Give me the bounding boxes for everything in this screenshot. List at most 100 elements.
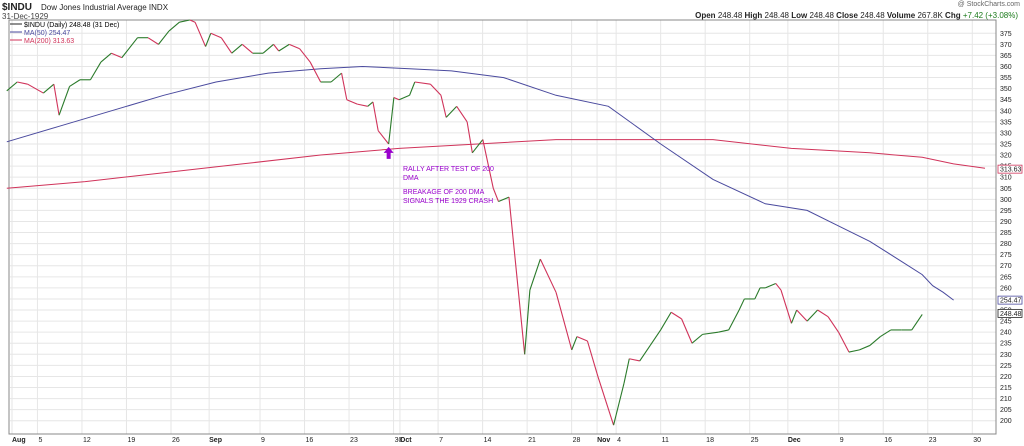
close-label: Close	[836, 11, 858, 20]
brand-watermark: @ StockCharts.com	[957, 1, 1020, 8]
y-tick-label: 275	[1000, 252, 1012, 259]
chg-value: +7.42 (+3.08%)	[962, 11, 1018, 20]
volume-value: 267.8K	[917, 11, 943, 20]
close-value: 248.48	[860, 11, 885, 20]
price-segment	[210, 32, 222, 39]
price-segment	[660, 311, 672, 331]
price-segment	[718, 329, 729, 333]
value-marker-box	[997, 164, 1023, 174]
y-tick-label: 310	[1000, 175, 1012, 182]
price-segment	[681, 318, 693, 344]
ticker-symbol: $INDU	[2, 2, 33, 13]
x-tick-label: 7	[439, 437, 443, 444]
price-segment	[53, 84, 60, 116]
price-segment	[158, 30, 170, 45]
price-segment	[440, 95, 447, 118]
price-segment	[377, 130, 390, 145]
high-label: High	[744, 11, 763, 20]
y-tick-label: 365	[1000, 53, 1012, 60]
price-segment	[466, 121, 473, 153]
price-segment	[869, 336, 881, 346]
x-tick-label: 30	[395, 437, 403, 444]
price-segment	[586, 340, 599, 377]
annotations: RALLY AFTER TEST OF 200 DMA BREAKAGE OF …	[383, 146, 494, 205]
y-tick-label: 320	[1000, 153, 1012, 160]
price-segment	[357, 103, 368, 107]
y-tick-label: 290	[1000, 219, 1012, 226]
value-marker-label: 254.47	[1000, 298, 1022, 305]
ma50-line	[6, 65, 954, 301]
price-segment	[194, 21, 207, 47]
x-tick-label: Oct	[400, 437, 412, 444]
y-tick-label: 245	[1000, 319, 1012, 326]
x-tick-label: 21	[528, 437, 536, 444]
price-segment	[848, 349, 860, 353]
price-segment	[121, 37, 138, 58]
price-segment	[262, 43, 274, 54]
x-tick-label: 16	[306, 437, 314, 444]
price-segment	[414, 81, 431, 85]
price-segment	[456, 106, 468, 123]
price-segment	[471, 139, 484, 154]
ticker-description: Dow Jones Industrial Average INDX	[41, 3, 169, 12]
x-tick-label: 18	[706, 437, 714, 444]
price-segment	[309, 61, 322, 83]
y-tick-label: 230	[1000, 352, 1012, 359]
price-segment	[17, 81, 28, 85]
x-tick-label: Sep	[209, 437, 222, 444]
y-tick-label: 225	[1000, 363, 1012, 370]
price-segment	[168, 21, 180, 32]
price-segment	[498, 196, 510, 203]
price-segment	[597, 376, 615, 426]
volume-label: Volume	[886, 11, 916, 20]
price-segment	[241, 43, 253, 54]
y-tick-label: 200	[1000, 418, 1012, 425]
price-segment	[398, 94, 410, 101]
y-tick-label: 280	[1000, 241, 1012, 248]
price-segment	[43, 83, 55, 94]
price-segment	[393, 96, 400, 101]
price-segment	[649, 329, 662, 346]
price-segment	[445, 105, 458, 118]
price-segment	[100, 52, 112, 63]
x-tick-label: 9	[840, 437, 844, 444]
x-tick-label: 9	[261, 437, 265, 444]
price-segment	[827, 316, 839, 333]
y-tick-label: 265	[1000, 274, 1012, 281]
x-tick-label: Nov	[597, 437, 610, 444]
price-segment	[880, 329, 892, 338]
plot-frame	[8, 19, 997, 435]
y-tick-label: 240	[1000, 330, 1012, 337]
price-segment	[508, 197, 526, 355]
annotation-breakage-line1: BREAKAGE OF 200 DMA	[403, 189, 485, 196]
y-tick-label: 330	[1000, 130, 1012, 137]
price-segment	[273, 44, 280, 52]
price-segment	[754, 287, 761, 300]
annotation-rally-line1: RALLY AFTER TEST OF 200	[403, 166, 494, 173]
price-segment	[147, 37, 159, 45]
annotation-breakage-line2: SIGNALS THE 1929 CRASH	[403, 198, 493, 205]
x-tick-label: 4	[617, 437, 621, 444]
chg-label: Chg	[945, 11, 961, 20]
price-segment	[220, 37, 233, 54]
price-segment	[289, 43, 300, 50]
x-tick-label: Aug	[12, 437, 26, 444]
y-tick-label: 370	[1000, 42, 1012, 49]
quote-summary: Open 248.48 High 248.48 Low 248.48 Close…	[695, 11, 1018, 20]
x-tick-label: 28	[573, 437, 581, 444]
x-tick-label: 11	[662, 437, 669, 444]
price-segment	[111, 52, 123, 59]
price-segment	[409, 81, 416, 96]
price-segment	[790, 309, 798, 324]
y-tick-label: 295	[1000, 208, 1012, 215]
y-tick-label: 305	[1000, 186, 1012, 193]
legend-ma200: MA(200) 313.63	[24, 38, 74, 45]
price-segment	[524, 290, 531, 355]
price-segment	[911, 314, 923, 331]
low-label: Low	[791, 11, 808, 20]
x-tick-label: 30	[973, 437, 981, 444]
y-tick-label: 355	[1000, 75, 1012, 82]
price-segment	[859, 344, 871, 351]
price-segment	[702, 331, 719, 335]
